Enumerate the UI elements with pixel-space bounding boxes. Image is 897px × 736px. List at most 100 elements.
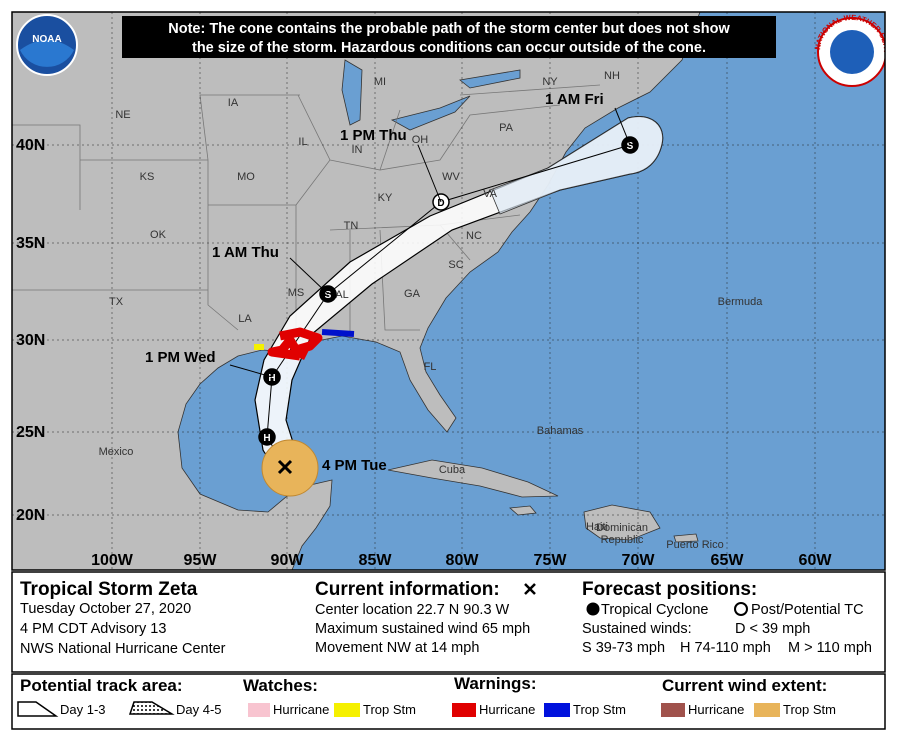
legend-text: Day 4-5 — [176, 702, 222, 717]
hispaniola — [583, 504, 661, 541]
region-label: Cuba — [439, 464, 466, 476]
nws-logo-center — [830, 30, 874, 74]
region-label: TX — [109, 296, 124, 308]
leader-line — [289, 257, 329, 295]
legend-heading: Current wind extent: — [662, 676, 827, 695]
forecast-heading: Forecast positions: — [582, 579, 757, 600]
legend-box — [11, 673, 886, 730]
post-tc-symbol — [734, 602, 748, 616]
latitude-label: 40N — [16, 137, 45, 154]
tropical-storm-wind-swatch — [754, 703, 780, 717]
longitude-label: 90W — [271, 552, 305, 569]
day45-icon — [128, 701, 175, 715]
legend-text: Trop Stm — [573, 702, 626, 717]
tropical-storm-wind-extent — [261, 439, 319, 497]
map: Note: The cone contains the probable pat… — [12, 12, 885, 570]
forecast-time: 1 AM Fri — [545, 91, 604, 108]
longitude-label: 75W — [534, 552, 568, 569]
day13-icon — [17, 701, 59, 717]
region-label: NH — [604, 70, 620, 82]
cuba — [387, 459, 559, 498]
legend-text: Day 1-3 — [60, 702, 106, 717]
region-label: Republic — [601, 534, 644, 546]
longitude-label: 100W — [91, 552, 134, 569]
region-label: NE — [115, 109, 130, 121]
current-line: Maximum sustained wind 65 mph — [315, 621, 530, 637]
latitude-label: 30N — [16, 332, 45, 349]
note-text: the size of the storm. Hazardous conditi… — [192, 40, 706, 56]
region-label: IL — [298, 136, 307, 148]
legend-text: Hurricane — [273, 702, 329, 717]
region-label: Bermuda — [718, 296, 764, 308]
region-label: OK — [150, 229, 167, 241]
longitude-label: 80W — [446, 552, 480, 569]
current-position — [277, 459, 293, 475]
region-label: PA — [499, 122, 514, 134]
region-label: OH — [412, 134, 429, 146]
legend-heading: Potential track area: — [20, 676, 183, 695]
tropical-storm-watch — [254, 344, 264, 350]
current-heading: Current information: — [315, 579, 500, 600]
legend-heading: Watches: — [243, 676, 318, 695]
forecast-symbol: S — [627, 141, 634, 152]
region-label: MI — [374, 76, 386, 88]
tropical-cyclone-symbol — [586, 602, 600, 616]
date: Tuesday October 27, 2020 — [20, 601, 191, 617]
legend-heading: Warnings: — [454, 674, 536, 693]
region-label: Bahamas — [537, 425, 584, 437]
longitude-label: 95W — [184, 552, 218, 569]
current-line: Center location 22.7 N 90.3 W — [315, 602, 510, 618]
tropical-storm-watch-swatch — [334, 703, 360, 717]
latitude-label: 25N — [16, 424, 45, 441]
region-label: GA — [404, 288, 421, 300]
region-label: Dominican — [596, 522, 648, 534]
legend-text: Hurricane — [479, 702, 535, 717]
current-line: Movement NW at 14 mph — [315, 640, 479, 656]
region-label: WV — [442, 171, 460, 183]
grid-lines — [12, 12, 885, 570]
forecast-text: H 74-110 mph — [680, 640, 771, 656]
forecast-text: D < 39 mph — [735, 621, 810, 637]
forecast-time: 1 AM Thu — [212, 244, 279, 261]
legend-text: Trop Stm — [783, 702, 836, 717]
region-label: Puerto Rico — [666, 539, 723, 551]
hurricane-warning — [267, 327, 323, 361]
tropical-storm-warning-swatch — [544, 703, 570, 717]
region-label: SC — [448, 259, 463, 271]
forecast-symbol: D — [437, 198, 444, 209]
region-label: MO — [237, 171, 255, 183]
region-label: VA — [483, 188, 498, 200]
region-label: IN — [352, 144, 363, 156]
info-panel: Tropical Storm Zeta Tuesday October 27, … — [11, 571, 886, 673]
advisory: 4 PM CDT Advisory 13 — [20, 621, 166, 637]
forecast-text: M > 110 mph — [788, 640, 872, 656]
latitude-label: 35N — [16, 235, 45, 252]
region-label: KY — [378, 192, 393, 204]
note-text: Note: The cone contains the probable pat… — [168, 21, 730, 37]
tropical-storm-warning — [321, 329, 355, 337]
region-label: FL — [424, 361, 437, 373]
forecast-text: Sustained winds: — [582, 621, 692, 637]
hurricane-wind-swatch — [661, 703, 685, 717]
noaa-logo-wave — [20, 40, 74, 67]
hurricane-warning-swatch — [452, 703, 476, 717]
forecast-text: S 39-73 mph — [582, 640, 665, 656]
region-label: LA — [238, 313, 252, 325]
leader-line — [417, 144, 442, 203]
cone-day45 — [489, 116, 664, 215]
legend: Potential track area: Day 1-3 Day 4-5 Wa… — [11, 673, 886, 730]
map-frame — [11, 11, 886, 571]
longitude-label: 60W — [799, 552, 833, 569]
forecast-point — [258, 428, 276, 446]
longitude-label: 65W — [711, 552, 745, 569]
hurricane-watch-swatch — [248, 703, 270, 717]
region-label: AL — [335, 289, 348, 301]
forecast-text: Tropical Cyclone — [601, 602, 708, 618]
puerto-rico — [673, 533, 699, 543]
legend-text: Trop Stm — [363, 702, 416, 717]
legend-text: Hurricane — [688, 702, 744, 717]
forecast-time: 4 PM Tue — [322, 457, 387, 474]
region-label: KS — [140, 171, 155, 183]
jamaica — [509, 505, 537, 516]
